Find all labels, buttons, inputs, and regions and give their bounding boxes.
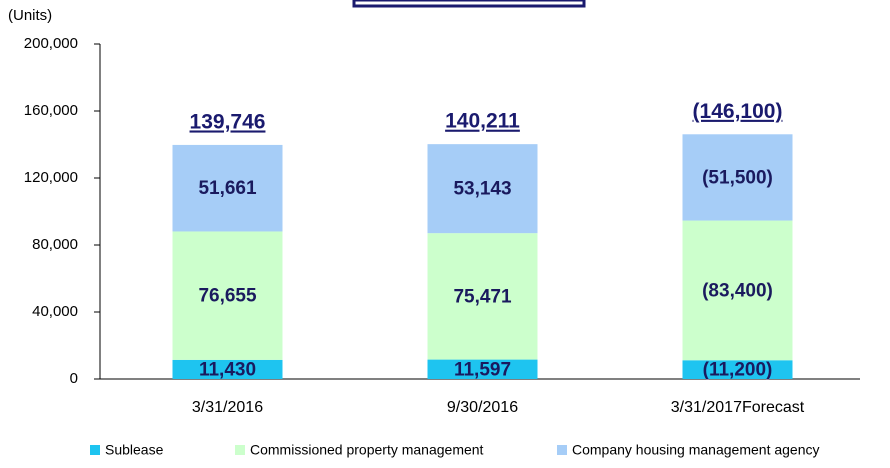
segment-label: 76,655 — [198, 286, 257, 307]
bar-segment — [427, 359, 538, 379]
legend-swatch — [557, 445, 567, 455]
x-tick-label: 3/31/2016 — [192, 399, 263, 416]
segment-label: (11,200) — [703, 360, 773, 381]
legend-label: Commissioned property management — [250, 442, 484, 458]
y-axis-label: (Units) — [8, 7, 52, 24]
legend-label: Company housing management agency — [572, 442, 820, 458]
y-tick-label: 160,000 — [24, 102, 78, 119]
legend-label: Sublease — [105, 442, 164, 458]
title-fragment — [352, 0, 586, 8]
bar-segment — [172, 144, 283, 232]
segment-label: (83,400) — [702, 280, 773, 301]
total-label: 140,211 — [445, 110, 520, 133]
segment-label: (51,500) — [702, 167, 773, 188]
bar-segment — [172, 359, 283, 379]
segment-label: 75,471 — [453, 286, 512, 307]
x-tick-label: 3/31/2017Forecast — [671, 399, 805, 416]
bar-segment — [427, 144, 538, 234]
legend-swatch — [90, 445, 100, 455]
bar-segment — [172, 231, 283, 360]
total-label: 139,746 — [190, 110, 266, 133]
legend-swatch — [235, 445, 245, 455]
y-tick-label: 40,000 — [32, 303, 78, 320]
bar-segment — [682, 134, 793, 221]
bar-segment — [682, 360, 793, 379]
bar-segment — [427, 233, 538, 360]
x-tick-label: 9/30/2016 — [447, 399, 518, 416]
segment-label: 53,143 — [453, 179, 511, 200]
segment-label: 11,597 — [454, 359, 511, 380]
segment-label: 11,430 — [199, 359, 256, 380]
total-label: (146,100) — [693, 100, 783, 123]
segment-label: 51,661 — [198, 178, 257, 199]
y-tick-label: 120,000 — [24, 169, 78, 186]
bar-segment — [682, 220, 793, 361]
y-tick-label: 80,000 — [32, 236, 78, 253]
y-tick-label: 200,000 — [24, 35, 78, 52]
y-tick-label: 0 — [70, 370, 78, 387]
